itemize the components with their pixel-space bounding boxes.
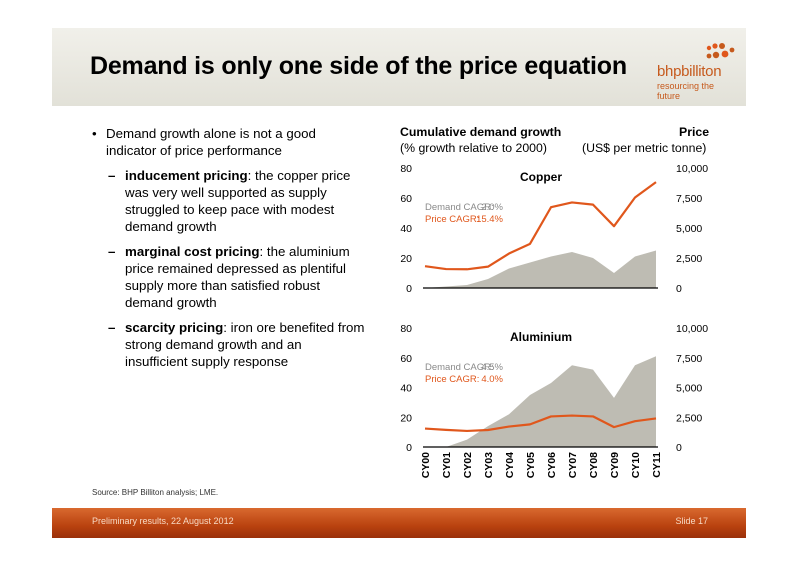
price-line [424,181,657,271]
left-axis-subtitle: (% growth relative to 2000) [400,141,547,155]
bullet-sub-2: – marginal cost pricing: the aluminium pr… [92,243,367,311]
cagr-label: Price CAGR: [425,374,479,385]
cagr-value: 4.0% [481,374,503,385]
dash-marker: – [108,168,116,183]
right-tick-label: 7,500 [676,353,702,365]
logo-tagline: resourcing the future [657,81,715,101]
left-axis-title: Cumulative demand growth [400,125,562,139]
x-tick-label: CY10 [630,452,642,478]
bullet-list: Demand growth alone is not a good indica… [92,125,367,370]
bullet-term: marginal cost pricing [125,244,260,259]
x-tick-label: CY09 [609,452,621,478]
bullet-text: : iron ore benefited from strong demand … [125,320,365,369]
x-tick-label: CY00 [420,452,432,478]
right-tick-label: 5,000 [676,383,702,395]
x-tick-label: CY02 [462,452,474,478]
left-tick-label: 0 [406,442,412,454]
bullet-sub-3: – scarcity pricing: iron ore benefited fr… [92,319,367,370]
left-tick-label: 20 [400,253,412,265]
right-tick-label: 2,500 [676,412,702,424]
x-tick-label: CY01 [441,452,453,478]
footer-date: Preliminary results, 22 August 2012 [92,516,234,526]
cagr-value: 4.5% [481,362,503,373]
slide-number: Slide 17 [675,516,708,526]
x-tick-label: CY05 [525,452,537,478]
right-tick-label: 5,000 [676,223,702,235]
left-tick-label: 20 [400,412,412,424]
left-tick-label: 60 [400,193,412,205]
cagr-value: 2.0% [481,202,503,213]
x-tick-label: CY11 [651,452,663,478]
x-tick-label: CY07 [567,452,579,478]
right-axis-title: Price [679,125,710,139]
right-tick-label: 0 [676,442,682,454]
dash-marker: – [108,320,116,335]
left-tick-label: 60 [400,353,412,365]
logo-name: bhpbilliton [657,63,722,80]
dash-marker: – [108,244,116,259]
chart-title: Aluminium [510,330,572,344]
cagr-label: Demand CAGR: [425,202,494,213]
x-tick-label: CY04 [504,452,516,478]
left-tick-label: 80 [400,163,412,175]
title-band: Demand is only one side of the price equ… [52,28,746,106]
page-title: Demand is only one side of the price equ… [90,52,627,80]
footer-band: Preliminary results, 22 August 2012 Slid… [52,508,746,538]
x-tick-label: CY06 [546,452,558,478]
right-tick-label: 10,000 [676,163,708,175]
copper-chart: 0 20 40 60 80 0 2,500 5,000 7,500 10,000 Copper Dem… [400,163,708,295]
left-tick-label: 80 [400,323,412,335]
demand-area [425,250,656,288]
left-tick-label: 40 [400,223,412,235]
bullet-main: Demand growth alone is not a good indica… [92,125,367,159]
bullet-text: : the copper price was very well support… [125,168,351,234]
right-tick-label: 2,500 [676,253,702,265]
bullet-term: inducement pricing [125,168,248,183]
left-tick-label: 40 [400,383,412,395]
right-tick-label: 10,000 [676,323,708,335]
aluminium-chart: 0 20 40 60 80 0 2,500 5,000 7,500 10,000 Aluminium… [400,323,708,454]
bullet-term: scarcity pricing [125,320,224,335]
demand-area [425,356,656,447]
left-tick-label: 0 [406,283,412,295]
source-note: Source: BHP Billiton analysis; LME. [92,488,219,497]
logo-mark-icon [706,43,735,59]
bhp-logo: bhpbilliton resourcing the future [657,42,737,101]
cagr-value: 15.4% [476,214,503,225]
x-tick-label: CY03 [483,452,495,478]
bullet-text: : the aluminium price remained depressed… [125,244,350,310]
right-axis-subtitle: (US$ per metric tonne) [582,141,707,155]
cagr-label: Price CAGR: [425,214,479,225]
price-line [424,414,657,433]
cagr-label: Demand CAGR: [425,362,494,373]
bullet-sub-1: – inducement pricing: the copper price wa… [92,167,367,235]
chart-title: Copper [520,170,562,184]
right-tick-label: 0 [676,283,682,295]
x-tick-label: CY08 [588,452,600,478]
right-tick-label: 7,500 [676,193,702,205]
x-axis-labels: CY00 CY01 CY02 CY03 CY04 CY05 CY06 CY07 CY08 CY09… [420,452,663,478]
